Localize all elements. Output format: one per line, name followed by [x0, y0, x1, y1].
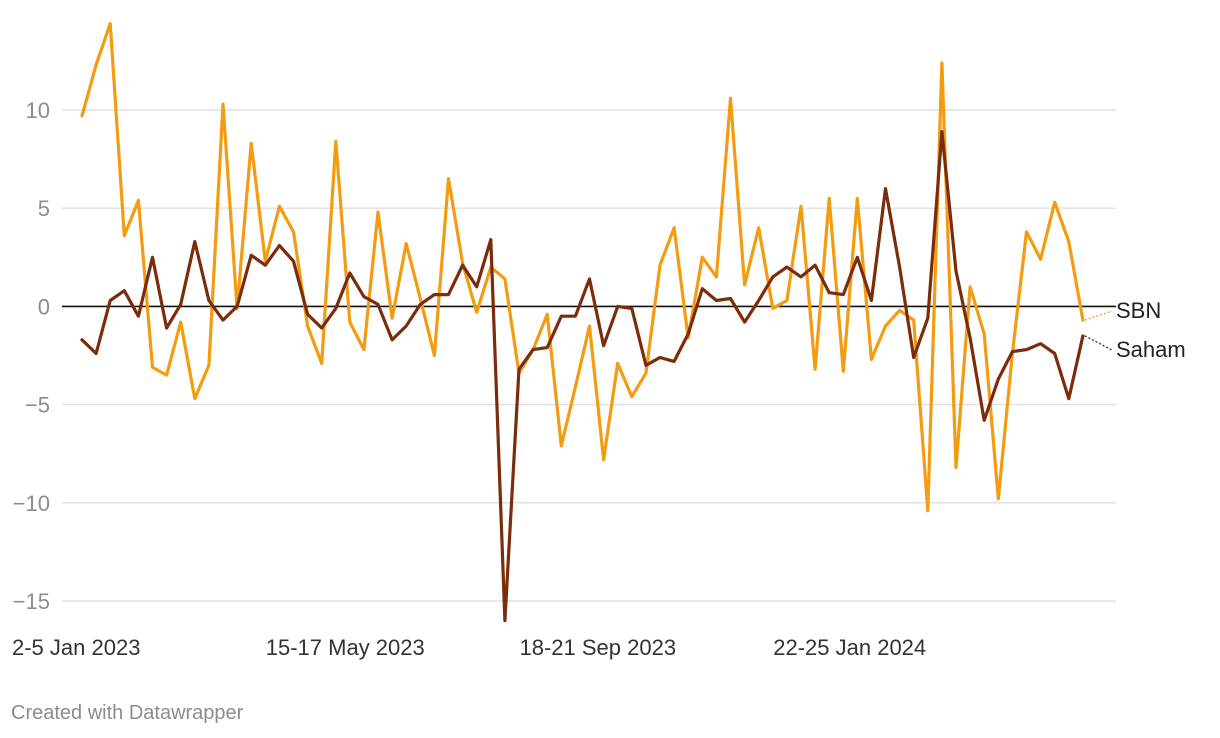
x-axis-ticks: 2-5 Jan 2023 15-17 May 2023 18-21 Sep 2023… — [12, 635, 926, 660]
datawrapper-credit: Created with Datawrapper — [11, 702, 244, 724]
y-tick-label: −15 — [13, 589, 50, 614]
y-tick-label: −5 — [25, 393, 50, 418]
series-label-saham: Saham — [1116, 337, 1186, 362]
series-labels: SBN Saham — [1084, 298, 1186, 362]
label-connector — [1084, 335, 1113, 351]
x-tick-label: 15-17 May 2023 — [266, 635, 425, 660]
x-tick-label: 22-25 Jan 2024 — [773, 635, 926, 660]
series-label-sbn: SBN — [1116, 298, 1161, 323]
x-tick-label: 18-21 Sep 2023 — [520, 635, 677, 660]
y-tick-label: 0 — [38, 294, 50, 319]
x-tick-label: 2-5 Jan 2023 — [12, 635, 140, 660]
series-line-saham — [80, 130, 1085, 623]
y-tick-label: 10 — [26, 98, 50, 123]
y-axis-ticks: 10 5 0 −5 −10 −15 — [13, 98, 50, 614]
series-lines — [80, 22, 1085, 623]
y-tick-label: 5 — [38, 196, 50, 221]
label-connector — [1084, 310, 1113, 321]
y-tick-label: −10 — [13, 491, 50, 516]
